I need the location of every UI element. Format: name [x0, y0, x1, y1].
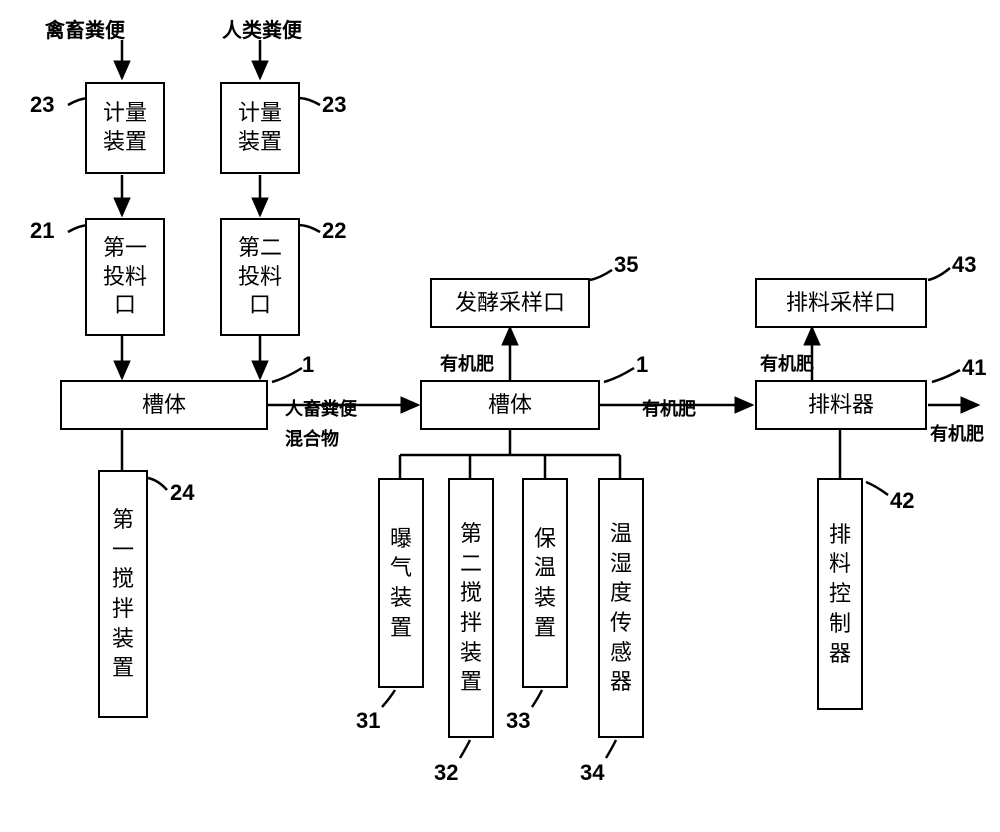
num-disch-ctrl: 42: [890, 488, 914, 514]
num-disch-sample: 43: [952, 252, 976, 278]
box-ferment-sample-text: 发酵采样口: [455, 289, 565, 318]
box-ferment-sample: 发酵采样口: [430, 278, 590, 328]
box-mixer-1-text: 第一搅拌装置: [112, 505, 134, 683]
box-mixer-1: 第一搅拌装置: [98, 470, 148, 718]
input-label-right: 人类粪便: [222, 14, 302, 43]
box-aeration-text: 曝气装置: [390, 524, 412, 643]
box-meter-1-text: 计量 装置: [103, 99, 147, 156]
box-th-sensor-text: 温湿度传感器: [610, 519, 632, 697]
num-tank2: 1: [636, 352, 648, 378]
num-meter1: 23: [30, 92, 54, 118]
num-discharger: 41: [962, 355, 986, 381]
flow-tank1-tank2-b: 混合物: [285, 425, 339, 451]
box-tank-2: 槽体: [420, 380, 600, 430]
box-discharge-sample-text: 排料采样口: [786, 289, 896, 318]
box-discharger-text: 排料器: [808, 391, 874, 420]
box-mixer-2: 第二搅拌装置: [448, 478, 494, 738]
box-feed-2-text: 第二 投料 口: [238, 234, 282, 320]
num-tank1: 1: [302, 352, 314, 378]
box-insulation: 保温装置: [522, 478, 568, 688]
box-discharge-ctrl: 排料控制器: [817, 478, 863, 710]
box-tank-1: 槽体: [60, 380, 268, 430]
box-meter-2-text: 计量 装置: [238, 99, 282, 156]
box-discharge-sample: 排料采样口: [755, 278, 927, 328]
flow-tank1-tank2-a: 人畜粪便: [285, 395, 357, 421]
num-mixer2: 32: [434, 760, 458, 786]
flow-disch-out: 有机肥: [930, 420, 984, 446]
box-meter-1: 计量 装置: [85, 82, 165, 174]
box-meter-2: 计量 装置: [220, 82, 300, 174]
flow-tank2-disch: 有机肥: [642, 395, 696, 421]
box-discharger: 排料器: [755, 380, 927, 430]
input-label-left: 禽畜粪便: [45, 14, 125, 43]
num-ferment: 35: [614, 252, 638, 278]
box-th-sensor: 温湿度传感器: [598, 478, 644, 738]
box-feed-2: 第二 投料 口: [220, 218, 300, 336]
flow-tank2-up: 有机肥: [440, 350, 494, 376]
box-aeration: 曝气装置: [378, 478, 424, 688]
num-feed2: 22: [322, 218, 346, 244]
box-feed-1: 第一 投料 口: [85, 218, 165, 336]
num-insulation: 33: [506, 708, 530, 734]
num-feed1: 21: [30, 218, 54, 244]
num-thsensor: 34: [580, 760, 604, 786]
num-mixer1: 24: [170, 480, 194, 506]
box-discharge-ctrl-text: 排料控制器: [829, 520, 851, 668]
box-tank-2-text: 槽体: [488, 391, 532, 420]
box-mixer-2-text: 第二搅拌装置: [460, 519, 482, 697]
box-feed-1-text: 第一 投料 口: [103, 234, 147, 320]
num-meter2: 23: [322, 92, 346, 118]
flow-disch-up: 有机肥: [760, 350, 814, 376]
box-insulation-text: 保温装置: [534, 524, 556, 643]
num-aeration: 31: [356, 708, 380, 734]
box-tank-1-text: 槽体: [142, 391, 186, 420]
